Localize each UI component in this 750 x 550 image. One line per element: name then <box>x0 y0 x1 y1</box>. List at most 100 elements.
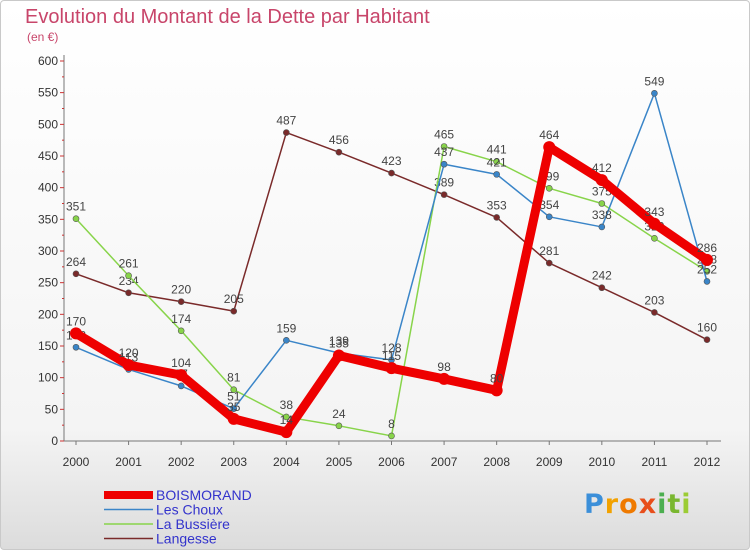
data-label-la-bussi-re: 38 <box>280 398 294 412</box>
x-tick-label: 2003 <box>220 455 247 469</box>
data-label-les-choux: 354 <box>539 198 559 212</box>
data-point-langesse <box>651 309 658 316</box>
data-label-boismorand: 14 <box>280 413 294 427</box>
data-label-boismorand: 80 <box>490 371 504 385</box>
data-label-les-choux: 51 <box>227 390 241 404</box>
data-label-langesse: 281 <box>539 244 559 258</box>
x-tick-label: 2001 <box>115 455 142 469</box>
x-tick-label: 2011 <box>642 455 668 469</box>
y-tick-label: 250 <box>38 276 58 290</box>
data-point-boismorand <box>70 327 82 340</box>
data-point-la-bussi-re <box>440 143 448 150</box>
data-point-les-choux <box>545 213 553 221</box>
y-tick-label: 400 <box>38 181 58 195</box>
logo-letter: r <box>604 489 620 520</box>
data-label-langesse: 456 <box>329 133 349 147</box>
x-tick-label: 2004 <box>273 455 300 469</box>
legend-label-langesse: Langesse <box>156 531 217 547</box>
data-point-les-choux <box>493 171 500 178</box>
logo-letter: i <box>681 489 692 520</box>
logo-letter: o <box>619 489 639 520</box>
data-point-la-bussi-re <box>72 215 80 222</box>
data-point-la-bussi-re <box>545 185 553 192</box>
data-point-la-bussi-re <box>283 413 290 421</box>
x-tick-label: 2012 <box>694 455 721 469</box>
x-tick-label: 2007 <box>431 455 458 469</box>
data-point-les-choux <box>177 382 185 390</box>
logo-letter: i <box>657 489 668 520</box>
data-point-langesse <box>703 336 711 343</box>
data-point-langesse <box>283 129 290 136</box>
unit-label: (en €) <box>27 30 59 44</box>
data-label-la-bussi-re: 351 <box>66 200 86 214</box>
chart-title: Evolution du Montant de la Dette par Hab… <box>25 6 430 28</box>
legend-label-les-choux: Les Choux <box>156 502 223 518</box>
y-tick-label: 500 <box>38 117 58 131</box>
data-point-boismorand <box>701 253 713 266</box>
data-label-boismorand: 135 <box>329 337 349 351</box>
proxiti-logo: Proxiti <box>584 489 692 520</box>
data-label-la-bussi-re: 8 <box>388 417 395 431</box>
data-label-langesse: 203 <box>644 293 664 307</box>
data-point-les-choux <box>440 160 448 168</box>
data-label-les-choux: 549 <box>644 74 664 88</box>
data-label-langesse: 220 <box>171 283 191 297</box>
data-label-les-choux: 421 <box>487 155 507 169</box>
x-tick-label: 2000 <box>63 455 90 469</box>
x-tick-label: 2005 <box>326 455 353 469</box>
y-tick-label: 100 <box>38 371 58 385</box>
data-label-langesse: 234 <box>119 274 139 288</box>
data-point-la-bussi-re <box>651 235 658 242</box>
data-point-boismorand <box>543 141 556 154</box>
y-tick-label: 50 <box>45 402 59 416</box>
data-label-langesse: 242 <box>592 269 612 283</box>
y-tick-label: 150 <box>38 339 58 353</box>
data-point-boismorand <box>280 426 293 439</box>
data-point-boismorand <box>385 362 398 375</box>
logo-letter: P <box>584 489 605 520</box>
data-label-langesse: 389 <box>434 176 454 190</box>
data-label-la-bussi-re: 174 <box>171 312 191 326</box>
data-point-les-choux <box>72 343 80 351</box>
data-label-langesse: 487 <box>276 114 296 128</box>
data-label-boismorand: 115 <box>382 349 401 363</box>
data-point-la-bussi-re <box>388 432 395 440</box>
y-tick-label: 300 <box>38 244 58 258</box>
data-point-la-bussi-re <box>177 327 185 335</box>
data-label-les-choux: 128 <box>381 341 401 355</box>
logo-letter: x <box>638 489 658 520</box>
x-tick-label: 2002 <box>168 455 195 469</box>
data-point-langesse <box>440 191 448 198</box>
data-point-boismorand <box>595 174 608 187</box>
legend-label-la-bussi-re: La Bussière <box>156 516 230 532</box>
data-label-boismorand: 343 <box>644 205 664 219</box>
data-point-boismorand <box>490 384 503 397</box>
data-label-boismorand: 464 <box>539 128 559 142</box>
data-label-langesse: 160 <box>697 321 717 335</box>
data-point-langesse <box>72 270 80 278</box>
data-point-langesse <box>545 259 553 267</box>
data-label-les-choux: 159 <box>276 321 296 335</box>
data-label-boismorand: 98 <box>437 360 451 374</box>
data-label-les-choux: 139 <box>329 334 349 348</box>
data-point-la-bussi-re <box>598 200 606 207</box>
data-label-les-choux: 252 <box>697 262 717 276</box>
data-point-langesse <box>177 298 185 305</box>
data-point-la-bussi-re <box>125 272 132 280</box>
x-tick-label: 2010 <box>588 455 615 469</box>
data-point-la-bussi-re <box>493 158 500 165</box>
y-tick-label: 200 <box>38 307 58 321</box>
data-point-langesse <box>230 307 238 315</box>
data-point-boismorand <box>438 372 451 385</box>
data-point-langesse <box>335 148 343 156</box>
data-point-la-bussi-re <box>230 386 238 394</box>
logo-letter: t <box>667 489 682 520</box>
data-point-les-choux <box>703 278 711 285</box>
data-label-boismorand: 286 <box>697 241 717 255</box>
data-label-boismorand: 120 <box>119 346 139 360</box>
data-label-langesse: 205 <box>224 292 244 306</box>
data-label-la-bussi-re: 81 <box>227 371 241 385</box>
y-tick-label: 450 <box>38 149 58 163</box>
data-label-boismorand: 104 <box>171 356 191 370</box>
